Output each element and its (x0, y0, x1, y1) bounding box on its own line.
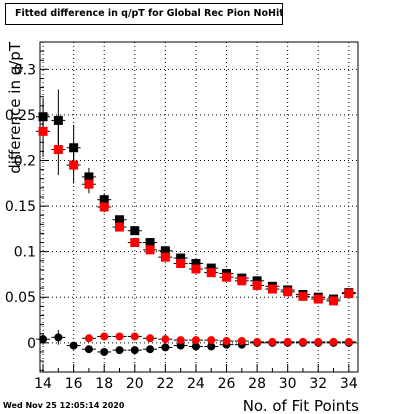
data-point-square (69, 160, 79, 170)
data-point-square (267, 284, 277, 294)
y-tick-label: 0.2 (14, 154, 36, 170)
data-point-circle (39, 335, 48, 344)
y-tick-label: 0 (27, 336, 36, 352)
data-point-square (38, 126, 48, 136)
x-tick-label: 18 (95, 376, 113, 392)
data-point-circle (100, 332, 109, 341)
data-point-circle (69, 341, 78, 350)
data-point-circle (237, 337, 246, 346)
grid (40, 42, 358, 372)
data-point-circle (130, 346, 139, 355)
data-point-circle (253, 337, 262, 346)
data-point-square (237, 276, 247, 286)
plot-frame (39, 41, 359, 373)
data-point-circle (176, 336, 185, 345)
data-point-circle (54, 333, 63, 342)
data-point-square (53, 145, 63, 155)
data-point-circle (161, 343, 170, 352)
data-point-square (130, 238, 140, 248)
data-point-circle (100, 347, 109, 356)
data-point-square (206, 263, 216, 273)
data-point-circle (84, 334, 93, 343)
data-point-circle (344, 337, 353, 346)
data-point-square (298, 291, 308, 301)
data-point-circle (161, 335, 170, 344)
y-tick-label: 0.25 (5, 108, 36, 124)
data-point-square (329, 296, 339, 306)
data-point-square (145, 245, 155, 255)
data-point-circle (268, 337, 277, 346)
data-point-square (206, 268, 216, 278)
data-point-square (53, 115, 63, 125)
data-points (36, 89, 356, 356)
data-point-circle (146, 345, 155, 354)
y-tick-label: 0.3 (14, 62, 36, 78)
data-point-circle (191, 342, 200, 351)
x-tick-label: 22 (156, 376, 174, 392)
data-point-square (99, 202, 109, 212)
data-point-square (99, 195, 109, 205)
data-point-circle (329, 337, 338, 346)
data-point-circle (176, 341, 185, 350)
x-tick-label: 28 (248, 376, 266, 392)
data-point-square (176, 253, 186, 263)
y-tick-label: 0.05 (5, 290, 36, 306)
data-point-square (130, 226, 140, 236)
data-point-circle (191, 336, 200, 345)
data-point-circle (115, 346, 124, 355)
data-point-square (252, 280, 262, 290)
data-point-circle (207, 336, 216, 345)
x-tick-label: 24 (187, 376, 205, 392)
x-tick-label: 32 (309, 376, 327, 392)
y-tick-label: 0.1 (14, 245, 36, 261)
timestamp: Wed Nov 25 12:05:14 2020 (3, 401, 125, 410)
x-tick-label: 14 (34, 376, 52, 392)
data-point-square (283, 287, 293, 297)
data-point-square (313, 294, 323, 304)
x-tick-label: 26 (218, 376, 236, 392)
x-tick-label: 34 (340, 376, 358, 392)
x-axis-label: No. of Fit Points (243, 397, 359, 414)
data-point-square (115, 215, 124, 225)
x-tick-label: 16 (65, 376, 83, 392)
data-point-circle (314, 337, 323, 346)
y-tick-label: 0.15 (5, 199, 36, 215)
data-point-square (344, 289, 354, 299)
data-point-square (160, 252, 170, 262)
data-point-square (145, 238, 155, 248)
x-tick-label: 20 (126, 376, 144, 392)
data-point-square (252, 276, 262, 286)
data-point-square (160, 246, 170, 256)
data-point-square (191, 259, 201, 269)
data-point-circle (115, 332, 124, 341)
data-point-square (176, 259, 186, 269)
data-point-circle (298, 337, 307, 346)
data-point-square (222, 272, 232, 282)
data-point-circle (146, 334, 155, 343)
data-point-square (84, 179, 94, 189)
data-point-circle (222, 337, 231, 346)
data-point-circle (130, 332, 139, 341)
chart-title: Fitted difference in q/pT for Global Rec… (5, 3, 283, 25)
data-point-circle (283, 337, 292, 346)
y-axis-label: difference in q/pT (6, 41, 24, 174)
data-point-circle (84, 345, 93, 354)
data-point-square (191, 264, 201, 274)
data-point-circle (207, 342, 216, 351)
tick-labels: 14 16 18 20 22 24 26 28 30 32 34 0 0.05 0.1 0.15 0.2 0.2… (5, 62, 358, 392)
x-tick-label: 30 (279, 376, 297, 392)
data-point-square (115, 222, 124, 232)
